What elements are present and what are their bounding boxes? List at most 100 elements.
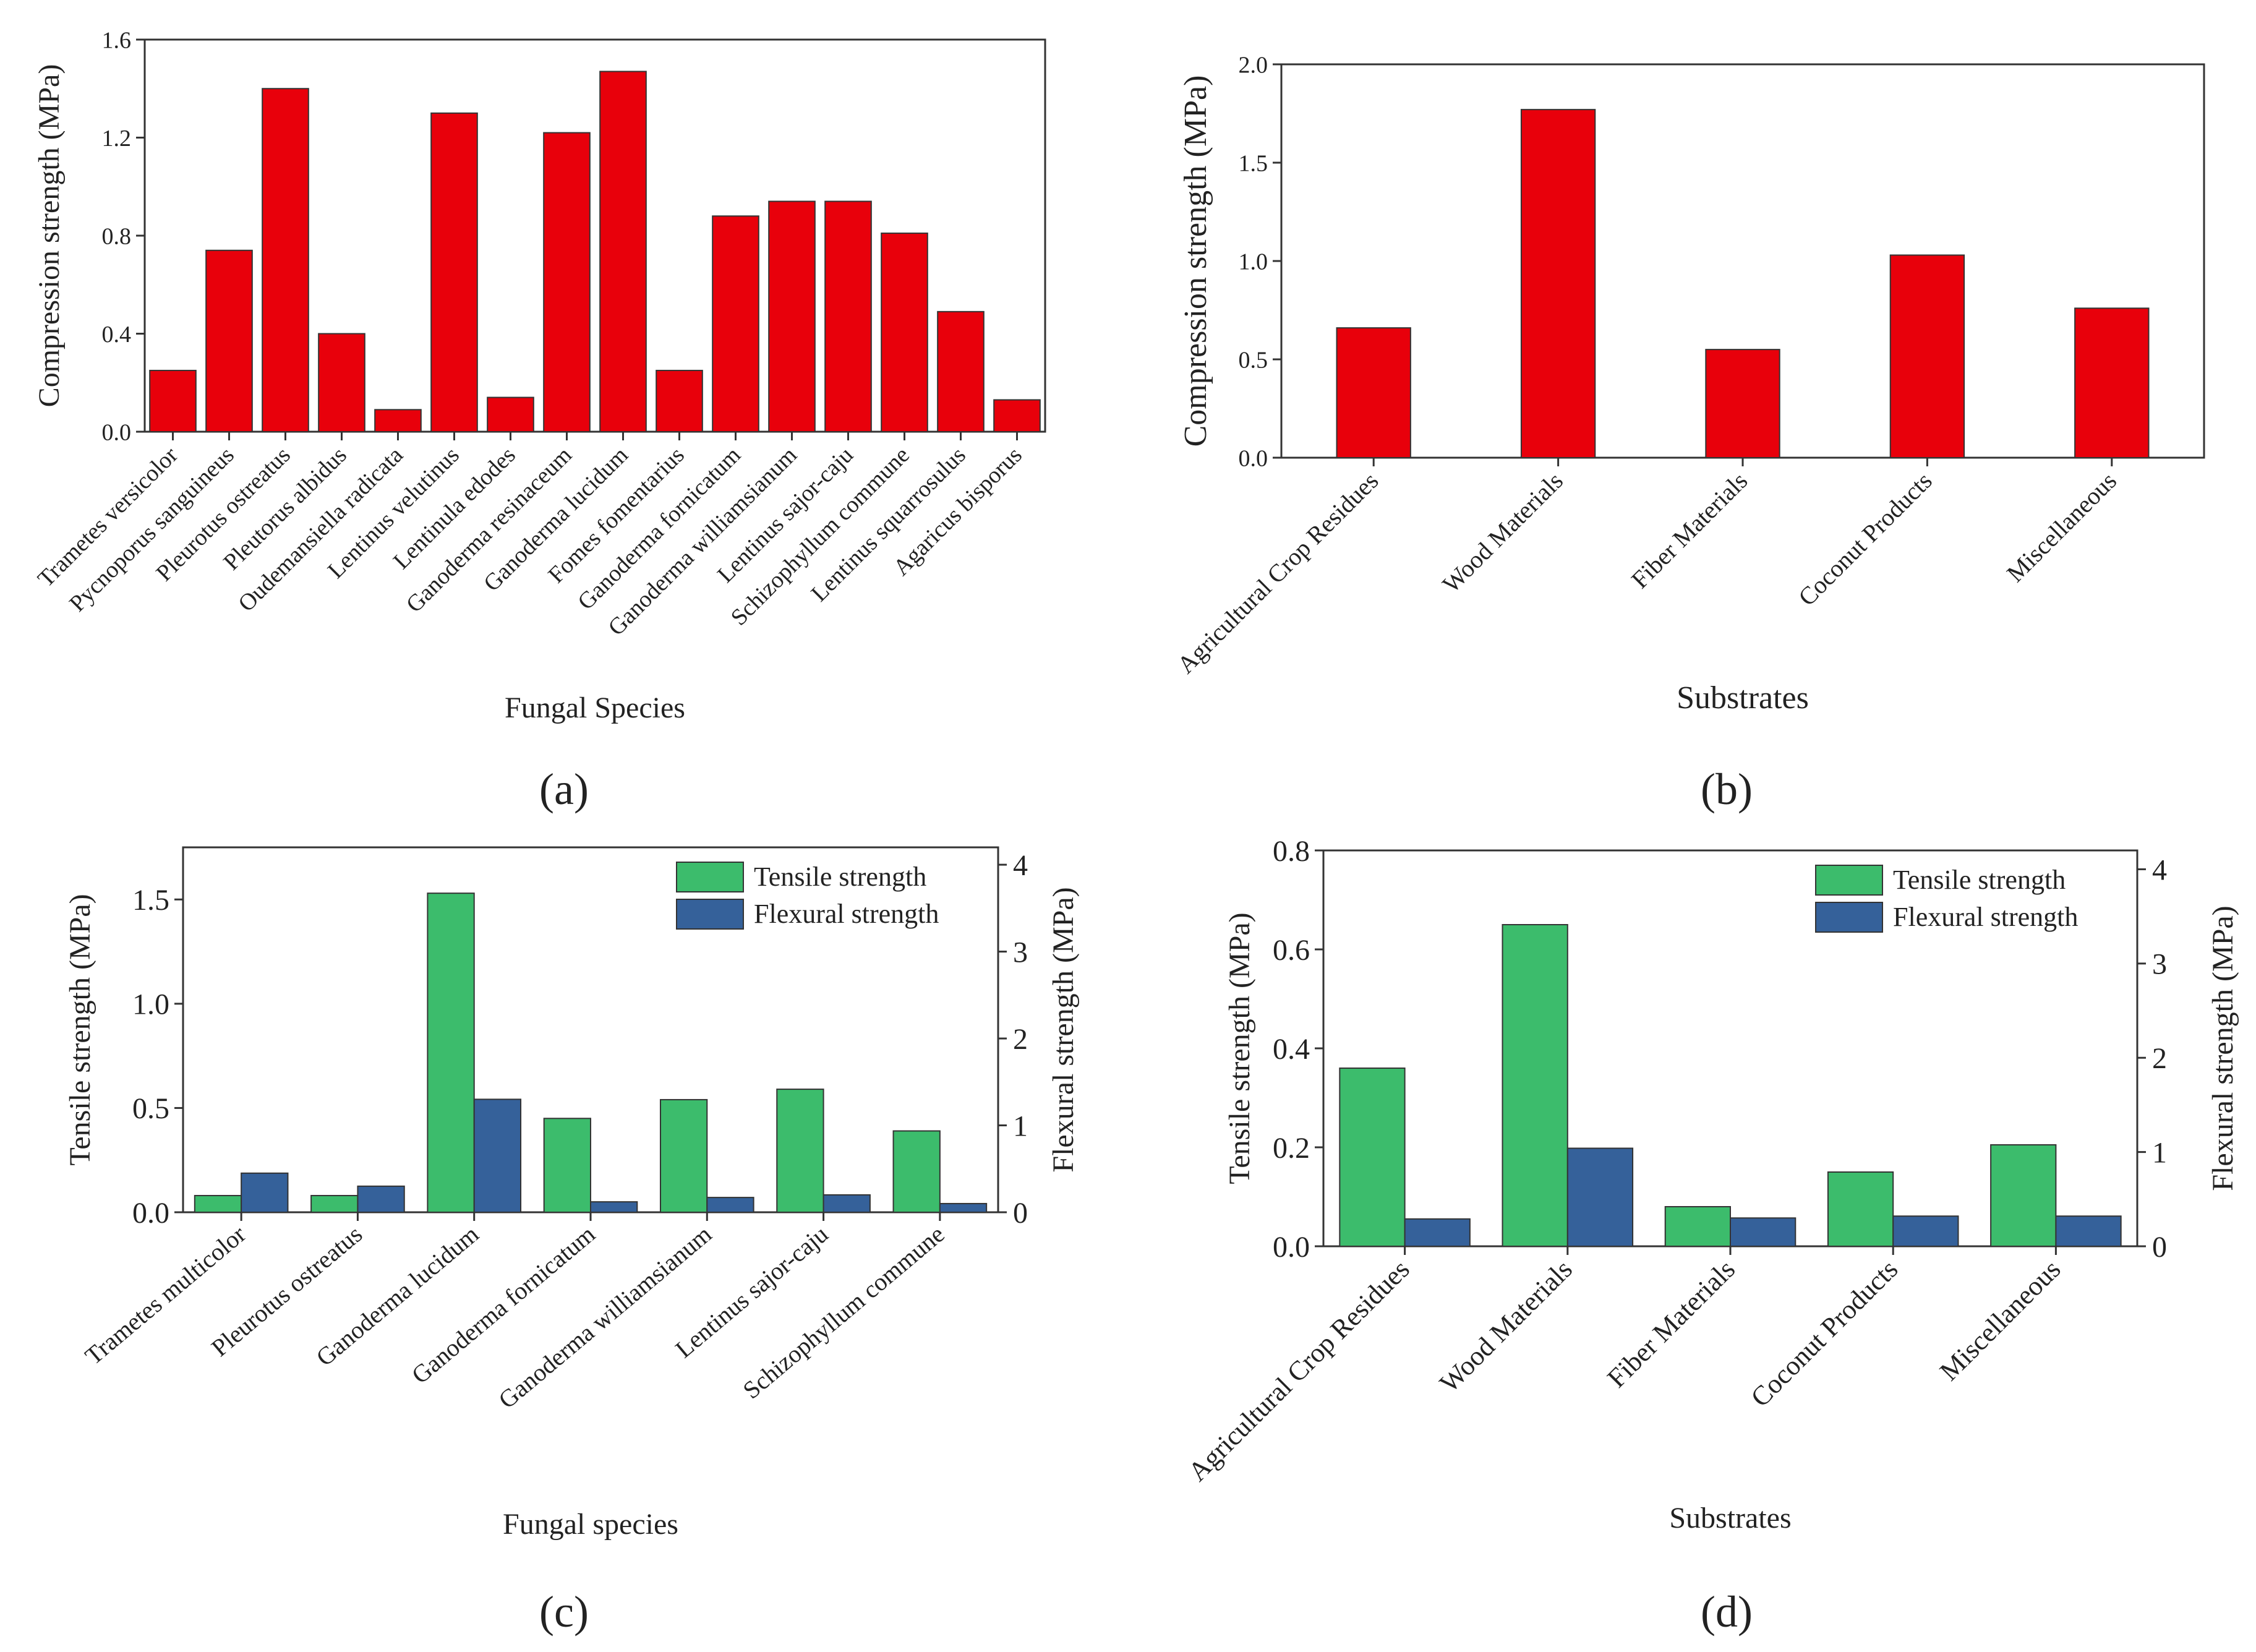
y2-tick-label: 1 — [2152, 1136, 2167, 1169]
y-tick-label: 0.0 — [1239, 445, 1268, 471]
bar — [993, 399, 1041, 432]
bar — [1566, 1147, 1634, 1247]
y-axis-title: Compression strength (MPa) — [1178, 75, 1213, 447]
panel-b-label: (b) — [1701, 764, 1753, 814]
panel-b-chart: 0.0 0.5 1.0 1.5 2.0 Agricultural Crop Residue… — [1172, 52, 2205, 716]
bar — [262, 88, 309, 432]
bar — [374, 409, 422, 433]
y2-tick-label: 3 — [2152, 948, 2167, 981]
legend-label: Flexural strength — [1893, 902, 2078, 932]
y-tick-label: 0.0 — [1273, 1231, 1310, 1264]
x-axis-title: Fungal species — [503, 1508, 678, 1541]
bar — [473, 1098, 522, 1213]
y-tick-label: 2.0 — [1239, 52, 1268, 78]
bar — [543, 1118, 592, 1213]
legend-swatch — [1815, 865, 1883, 896]
y2-tick-label: 4 — [1013, 849, 1028, 882]
bar — [1889, 254, 1965, 458]
y2-tick-label: 2 — [2152, 1042, 2167, 1075]
panel-d-chart: 0.0 0.2 0.4 0.6 0.8 0 1 2 3 4 Agricultural Crop Re… — [1182, 835, 2239, 1534]
y-tick-label: 0.0 — [132, 1197, 169, 1230]
x-tick-label: Agricultural Crop Residues — [1182, 1254, 1416, 1487]
bar — [656, 369, 703, 432]
x-tick-label: Miscellaneous — [2001, 467, 2122, 588]
bar — [1827, 1171, 1894, 1247]
y2-tick-label: 2 — [1013, 1023, 1028, 1056]
y2-tick-label: 0 — [2152, 1231, 2167, 1264]
y2-tick-label: 4 — [2152, 854, 2167, 886]
bar — [881, 233, 928, 432]
y-axis-title: Compression strength (MPa) — [33, 64, 66, 408]
x-tick-label: Wood Materials — [1434, 1254, 1578, 1398]
bar — [706, 1197, 754, 1213]
y2-tick-label: 0 — [1013, 1197, 1028, 1230]
y-tick-label: 1.0 — [132, 988, 169, 1021]
y-tick-label: 0.8 — [102, 223, 132, 249]
bar — [430, 112, 478, 432]
x-tick-label: Fiber Materials — [1601, 1254, 1741, 1393]
bar — [892, 1130, 941, 1213]
x-tick-label: Fiber Materials — [1626, 467, 1753, 594]
y2-tick-label: 3 — [1013, 936, 1028, 969]
bar — [357, 1185, 405, 1213]
y2-axis-title: Flexural strength (MPa) — [2207, 905, 2239, 1191]
bar — [1705, 349, 1780, 458]
bar — [487, 396, 534, 433]
x-tick-label: Coconut Products — [1793, 467, 1938, 612]
panel-d-label: (d) — [1701, 1587, 1753, 1637]
bar — [149, 369, 197, 432]
bar — [824, 200, 872, 432]
y-axis-title: Tensile strength (MPa) — [1223, 912, 1256, 1184]
x-axis-title: Substrates — [1677, 680, 1809, 716]
bar — [822, 1194, 871, 1213]
x-tick-label: Agricultural Crop Residues — [1172, 467, 1384, 679]
legend-swatch — [676, 862, 744, 892]
bar — [712, 215, 759, 432]
panel-a-label: (a) — [539, 764, 589, 814]
bar — [1664, 1206, 1731, 1247]
y-tick-label: 0.6 — [1273, 934, 1310, 967]
x-tick-label: Schizophyllum commune — [738, 1220, 950, 1404]
bar — [427, 892, 475, 1213]
y-tick-label: 1.5 — [132, 884, 169, 917]
y-tick-label: 1.0 — [1239, 249, 1268, 275]
bar — [2055, 1215, 2122, 1247]
bar — [205, 249, 253, 432]
bar — [310, 1195, 359, 1213]
y-tick-label: 0.0 — [102, 419, 132, 445]
bar — [590, 1201, 638, 1213]
bar — [1892, 1215, 1959, 1247]
bar — [194, 1195, 242, 1213]
legend-swatch — [676, 899, 744, 930]
x-tick-label: Ganoderma williamsianum — [493, 1220, 717, 1414]
legend-label: Tensile strength — [754, 862, 926, 892]
bar — [543, 132, 591, 432]
legend-label: Tensile strength — [1893, 865, 2066, 895]
y-tick-label: 0.4 — [1273, 1033, 1310, 1066]
y-tick-label: 1.5 — [1239, 150, 1268, 176]
bar — [1520, 109, 1596, 458]
panel-c-label: (c) — [539, 1587, 589, 1637]
y-tick-label: 0.4 — [102, 322, 132, 348]
y2-tick-label: 1 — [1013, 1110, 1028, 1142]
bar — [768, 200, 816, 432]
bar — [241, 1172, 289, 1213]
y-tick-label: 0.5 — [132, 1092, 169, 1125]
bar — [659, 1098, 708, 1213]
bar — [1502, 924, 1568, 1247]
bar — [318, 333, 365, 432]
y-tick-label: 1.6 — [102, 27, 132, 53]
bar — [2074, 307, 2150, 458]
legend-swatch — [1815, 902, 1883, 933]
x-axis-title: Substrates — [1669, 1502, 1791, 1534]
bar — [939, 1202, 988, 1213]
bar — [937, 310, 985, 432]
x-tick-label: Miscellaneous — [1934, 1254, 2066, 1386]
y-tick-label: 0.2 — [1273, 1132, 1310, 1165]
x-tick-label: Wood Materials — [1437, 467, 1568, 599]
x-axis-title: Fungal Species — [505, 691, 685, 724]
y-tick-label: 0.5 — [1239, 347, 1268, 373]
